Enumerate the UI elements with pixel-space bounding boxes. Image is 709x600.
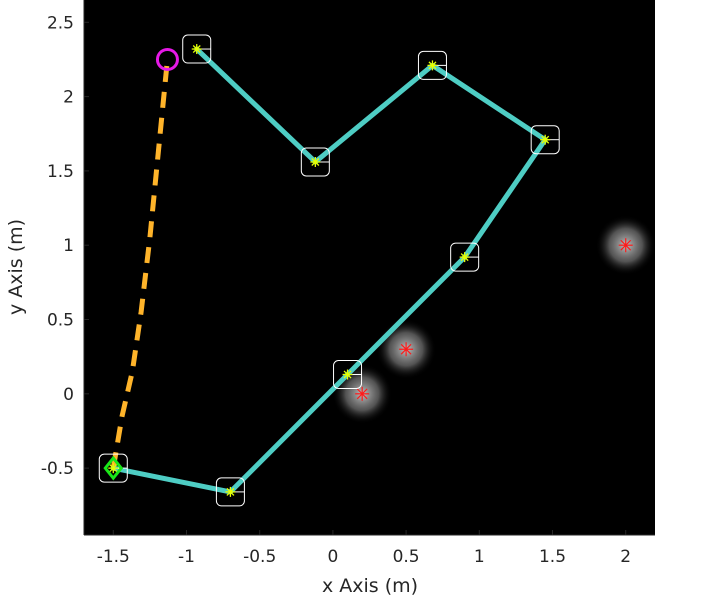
start-marker — [103, 455, 124, 481]
obstacle-marker — [399, 342, 414, 357]
waypoints — [98, 34, 560, 507]
executed-path — [110, 46, 548, 495]
x-tick-label: -1 — [178, 547, 195, 567]
x-tick-label: 1 — [474, 547, 485, 567]
waypoint-marker — [98, 453, 128, 483]
x-tick-label: 0.5 — [393, 547, 420, 567]
y-tick-label: 0 — [63, 385, 74, 405]
waypoint-marker — [182, 34, 212, 64]
y-tick-label: 0.5 — [47, 311, 74, 331]
x-axis-label: x Axis (m) — [322, 575, 418, 597]
plot-area — [84, 0, 655, 535]
obstacle-marker — [355, 386, 370, 401]
y-tick-label: 2.5 — [47, 13, 74, 33]
waypoint-marker — [450, 242, 480, 272]
y-tick-label: -0.5 — [41, 459, 74, 479]
x-tick-label: 2 — [620, 547, 631, 567]
y-tick-label: 1.5 — [47, 162, 74, 182]
x-tick-label: 0 — [327, 547, 338, 567]
waypoint-marker — [215, 477, 245, 507]
planned-path-line — [110, 59, 170, 469]
waypoint-marker — [417, 50, 447, 80]
waypoint-marker — [300, 147, 330, 177]
y-tick-label: 2 — [63, 88, 74, 108]
start-goal-markers — [103, 47, 179, 481]
planned-path — [110, 59, 170, 469]
obstacle-marker — [618, 238, 633, 253]
y-axis-ticks: -0.5 0 0.5 1 1.5 2 2.5 — [41, 13, 89, 479]
waypoint-marker — [333, 360, 363, 389]
x-tick-label: 1.5 — [539, 547, 566, 567]
path-line — [110, 46, 548, 495]
goal-marker — [155, 47, 179, 71]
x-tick-label: -0.5 — [243, 547, 276, 567]
y-axis-label: y Axis (m) — [5, 219, 27, 315]
x-axis-ticks: -1.5 -1 -0.5 0 0.5 1 1.5 2 — [97, 530, 631, 567]
x-tick-label: -1.5 — [97, 547, 130, 567]
y-tick-label: 1 — [63, 236, 74, 256]
waypoint-marker — [530, 125, 560, 155]
